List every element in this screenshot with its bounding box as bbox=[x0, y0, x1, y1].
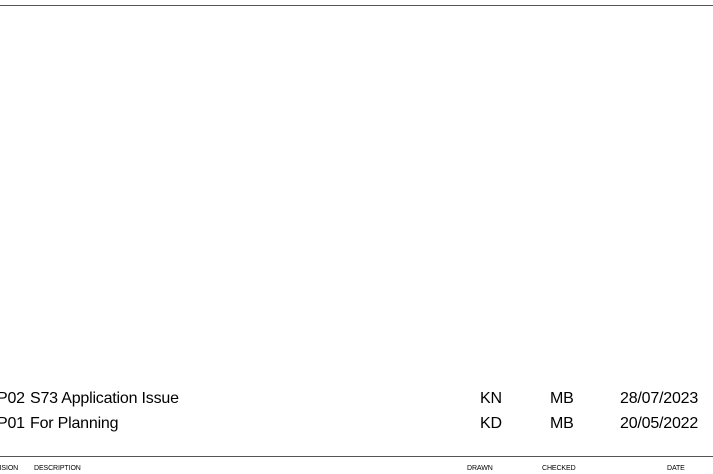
header-drawn: DRAWN bbox=[467, 465, 493, 472]
revision-table-header: VISION DESCRIPTION DRAWN CHECKED DATE bbox=[0, 464, 713, 474]
revision-drawn-by: KD bbox=[480, 415, 502, 432]
revision-checked-by: MB bbox=[550, 415, 574, 432]
revision-date: 28/07/2023 bbox=[620, 390, 699, 407]
revision-row: P01 For Planning KD MB 20/05/2022 bbox=[0, 414, 713, 434]
top-border-line bbox=[0, 5, 713, 6]
header-date: DATE bbox=[667, 465, 685, 472]
revision-drawn-by: KN bbox=[480, 390, 502, 407]
header-description: DESCRIPTION bbox=[34, 465, 81, 472]
revision-code: P02 bbox=[0, 390, 25, 407]
revision-checked-by: MB bbox=[550, 390, 574, 407]
revision-date: 20/05/2022 bbox=[620, 415, 699, 432]
header-revision: VISION bbox=[0, 465, 19, 472]
revision-row: P02 S73 Application Issue KN MB 28/07/20… bbox=[0, 389, 713, 409]
revision-code: P01 bbox=[0, 415, 25, 432]
header-divider-line bbox=[0, 456, 713, 457]
revision-description: S73 Application Issue bbox=[30, 390, 179, 407]
header-checked: CHECKED bbox=[542, 465, 576, 472]
revision-description: For Planning bbox=[30, 415, 119, 432]
